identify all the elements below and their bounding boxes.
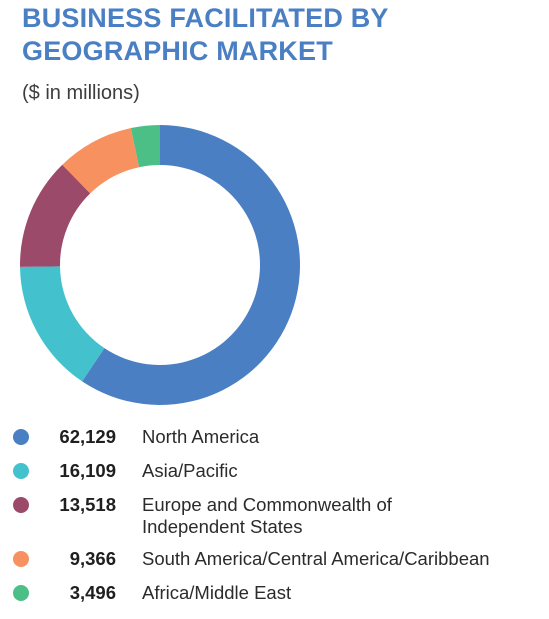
- legend-value: 13,518: [59, 494, 116, 515]
- legend-label-line: Asia/Pacific: [142, 460, 238, 481]
- donut-slice-2: [20, 266, 105, 382]
- legend-label-line: Europe and Commonwealth of: [142, 494, 392, 515]
- legend-value: 16,109: [59, 460, 116, 481]
- donut-slice-5: [130, 125, 160, 168]
- donut-slices: [20, 125, 300, 405]
- legend-color-dot: [13, 585, 29, 601]
- legend-label-line: Independent States: [142, 516, 303, 537]
- donut-chart: [20, 125, 300, 405]
- chart-title: BUSINESS FACILITATED BY GEOGRAPHIC MARKE…: [22, 2, 389, 68]
- donut-slice-3: [20, 164, 91, 267]
- legend-color-dot: [13, 551, 29, 567]
- legend-color-dot: [13, 497, 29, 513]
- legend-label-line: Africa/Middle East: [142, 582, 292, 603]
- chart-title-line-1: BUSINESS FACILITATED BY: [22, 3, 389, 33]
- legend-color-dot: [13, 463, 29, 479]
- donut-slice-4: [62, 128, 140, 194]
- legend-value: 62,129: [59, 426, 116, 447]
- legend-label: Asia/Pacific: [142, 460, 542, 482]
- chart-title-line-2: GEOGRAPHIC MARKET: [22, 36, 333, 66]
- legend-label: South America/Central America/Caribbean: [142, 548, 542, 570]
- legend-value: 9,366: [69, 548, 116, 569]
- legend-value: 3,496: [69, 582, 116, 603]
- legend-label: Africa/Middle East: [142, 582, 542, 604]
- legend-label-line: South America/Central America/Caribbean: [142, 548, 490, 569]
- legend-label: North America: [142, 426, 542, 448]
- legend-label-line: North America: [142, 426, 260, 447]
- legend-label: Europe and Commonwealth of Independent St…: [142, 494, 542, 538]
- chart-subtitle: ($ in millions): [22, 82, 140, 104]
- donut-slice-1: [82, 125, 300, 405]
- legend-color-dot: [13, 429, 29, 445]
